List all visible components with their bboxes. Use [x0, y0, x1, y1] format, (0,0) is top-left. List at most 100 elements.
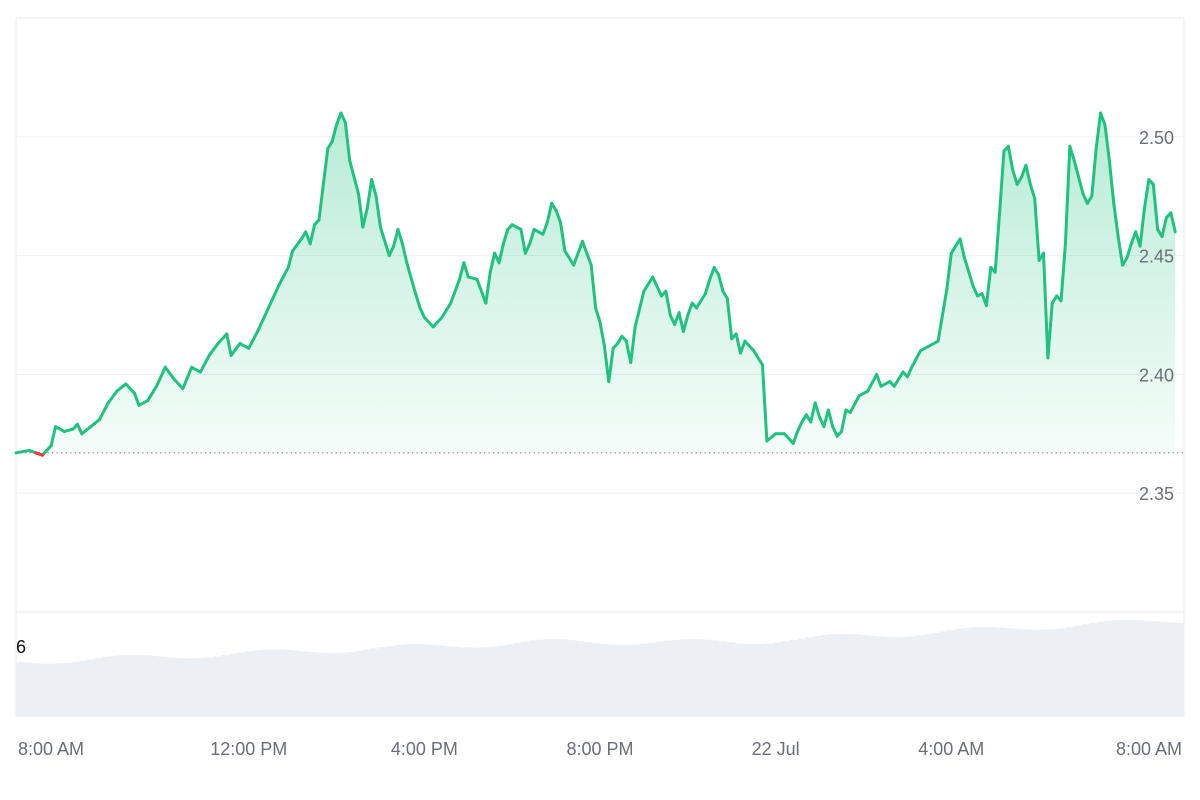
line-segment: [198, 353, 211, 374]
volume-bar: [1018, 629, 1027, 717]
x-tick-label: 4:00 AM: [918, 739, 984, 759]
volume-bar: [1002, 627, 1011, 717]
volume-bar: [647, 642, 656, 717]
volume-bar: [1144, 620, 1154, 717]
line-segment: [1112, 201, 1120, 239]
volume-bar: [118, 655, 128, 717]
volume-bar: [465, 647, 475, 717]
line-segment: [392, 227, 400, 248]
line-segment: [133, 391, 141, 407]
line-segment: [14, 448, 31, 455]
line-segment: [809, 401, 817, 424]
volume-bar: [671, 639, 680, 717]
volume-bar: [134, 654, 143, 717]
line-segment: [396, 227, 404, 246]
volume-bar: [1034, 629, 1043, 717]
line-segment: [414, 292, 422, 310]
volume-bar: [410, 644, 420, 717]
line-segment: [440, 301, 453, 319]
line-segment: [374, 194, 382, 229]
volume-bar: [1041, 629, 1051, 717]
line-segment: [1151, 182, 1160, 231]
line-segment: [725, 296, 734, 341]
volume-bar: [678, 639, 688, 717]
line-segment: [523, 242, 532, 255]
line-segment: [238, 342, 251, 350]
x-tick-label: 22 Jul: [752, 739, 800, 759]
line-segment: [945, 251, 953, 291]
volume-bar: [315, 652, 325, 717]
line-segment: [651, 275, 663, 298]
line-segment: [743, 339, 756, 353]
volume-bar: [757, 643, 767, 717]
line-segment: [80, 425, 93, 436]
volume-bar: [568, 640, 577, 717]
volume-bar: [213, 656, 222, 717]
volume-bar: [923, 634, 933, 717]
line-segment: [43, 444, 53, 455]
line-segment: [602, 344, 611, 384]
line-segment: [124, 382, 137, 395]
line-segment: [269, 282, 281, 305]
volume-bar: [229, 653, 238, 717]
line-segment: [155, 365, 167, 388]
volume-bar: [418, 644, 427, 717]
line-segment: [277, 265, 290, 286]
volume-bar: [1089, 622, 1098, 717]
line-segment: [739, 339, 747, 355]
line-segment: [717, 273, 725, 293]
volume-bar: [828, 634, 838, 717]
line-segment: [488, 251, 497, 274]
x-tick-label: 12:00 PM: [210, 739, 287, 759]
volume-bar: [339, 652, 349, 717]
volume-bar: [852, 634, 862, 717]
line-segment: [308, 223, 317, 246]
volume-bar: [16, 662, 25, 717]
volume-bar: [947, 630, 956, 717]
volume-bar: [615, 644, 625, 717]
volume-bar: [1136, 620, 1146, 717]
line-segment: [466, 275, 479, 281]
volume-bar: [663, 640, 672, 717]
volume-bar: [686, 639, 696, 717]
line-segment: [1028, 182, 1037, 201]
volume-bar: [773, 642, 783, 717]
volume-bar: [142, 655, 151, 717]
volume-bar: [87, 659, 96, 717]
volume-bar: [1097, 621, 1106, 717]
volume-bar: [884, 636, 893, 717]
line-segment: [462, 261, 470, 279]
volume-bar: [1176, 622, 1185, 717]
line-segment: [765, 432, 778, 443]
volume-bar: [560, 639, 570, 717]
volume-bar: [386, 645, 396, 717]
line-segment: [791, 429, 800, 445]
line-segment: [1090, 147, 1098, 198]
line-segment: [541, 220, 549, 236]
volume-bar: [915, 635, 925, 717]
line-segment: [190, 365, 202, 374]
line-segment: [558, 220, 567, 253]
line-segment: [378, 225, 391, 258]
volume-bar: [268, 649, 278, 717]
x-tick-label: 4:00 PM: [391, 739, 458, 759]
volume-bar: [931, 632, 940, 717]
line-segment: [62, 427, 75, 433]
line-segment: [361, 206, 369, 229]
line-segment: [949, 237, 962, 255]
volume-bar: [39, 663, 49, 717]
line-segment: [106, 389, 119, 405]
volume-bar: [181, 658, 191, 717]
line-segment: [848, 394, 861, 414]
line-segment: [339, 111, 347, 125]
volume-bar: [639, 643, 648, 717]
line-segment: [348, 159, 360, 196]
line-segment: [681, 313, 690, 334]
volume-bar: [789, 640, 798, 717]
volume-bar: [260, 649, 270, 717]
line-segment: [370, 178, 378, 198]
line-segment: [484, 270, 492, 305]
volume-bar: [94, 657, 104, 717]
line-segment: [89, 418, 101, 429]
volume-bar: [331, 652, 341, 717]
